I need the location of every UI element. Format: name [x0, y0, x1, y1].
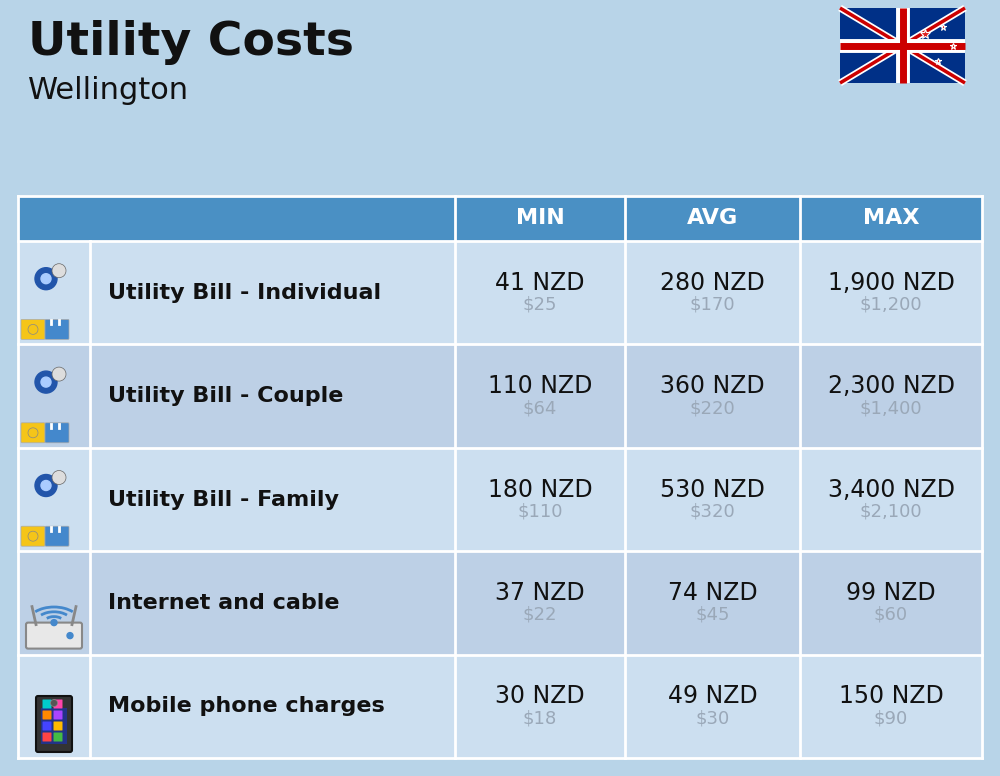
FancyBboxPatch shape [54, 699, 62, 708]
Text: $170: $170 [690, 296, 735, 314]
FancyBboxPatch shape [54, 722, 62, 730]
Text: Utility Bill - Family: Utility Bill - Family [108, 490, 339, 510]
FancyBboxPatch shape [45, 423, 69, 443]
Text: Utility Costs: Utility Costs [28, 20, 354, 65]
FancyBboxPatch shape [54, 711, 62, 719]
Text: Utility Bill - Individual: Utility Bill - Individual [108, 282, 381, 303]
Circle shape [52, 367, 66, 381]
FancyBboxPatch shape [45, 526, 69, 546]
FancyBboxPatch shape [41, 708, 67, 744]
Text: $25: $25 [523, 296, 557, 314]
Circle shape [28, 324, 38, 334]
FancyBboxPatch shape [42, 722, 52, 730]
Circle shape [41, 274, 51, 284]
Text: Mobile phone charges: Mobile phone charges [108, 696, 385, 716]
Text: Utility Bill - Couple: Utility Bill - Couple [108, 386, 343, 406]
FancyBboxPatch shape [45, 320, 69, 339]
FancyBboxPatch shape [18, 241, 982, 345]
FancyBboxPatch shape [42, 733, 52, 742]
FancyBboxPatch shape [42, 711, 52, 719]
Text: MIN: MIN [516, 209, 564, 228]
FancyBboxPatch shape [18, 196, 982, 241]
Circle shape [67, 632, 73, 639]
Text: $1,400: $1,400 [860, 399, 922, 417]
Circle shape [35, 371, 57, 393]
Text: 37 NZD: 37 NZD [495, 581, 585, 605]
Circle shape [28, 532, 38, 541]
FancyBboxPatch shape [21, 526, 45, 546]
FancyBboxPatch shape [21, 320, 45, 339]
FancyBboxPatch shape [26, 622, 82, 649]
Circle shape [51, 619, 57, 625]
Text: 30 NZD: 30 NZD [495, 684, 585, 708]
Text: 360 NZD: 360 NZD [660, 374, 765, 398]
Text: 3,400 NZD: 3,400 NZD [828, 477, 954, 501]
Circle shape [41, 480, 51, 490]
FancyBboxPatch shape [54, 733, 62, 742]
Text: 150 NZD: 150 NZD [839, 684, 943, 708]
Text: 49 NZD: 49 NZD [668, 684, 757, 708]
FancyBboxPatch shape [840, 8, 965, 83]
Circle shape [52, 470, 66, 484]
FancyBboxPatch shape [42, 699, 52, 708]
Text: 2,300 NZD: 2,300 NZD [828, 374, 954, 398]
Text: 530 NZD: 530 NZD [660, 477, 765, 501]
Text: $90: $90 [874, 709, 908, 727]
Text: 280 NZD: 280 NZD [660, 271, 765, 295]
Circle shape [52, 264, 66, 278]
Text: $1,200: $1,200 [860, 296, 922, 314]
FancyBboxPatch shape [18, 448, 982, 551]
Circle shape [50, 699, 58, 706]
FancyBboxPatch shape [18, 655, 982, 758]
Text: 110 NZD: 110 NZD [488, 374, 592, 398]
Text: AVG: AVG [687, 209, 738, 228]
FancyBboxPatch shape [18, 551, 982, 655]
FancyBboxPatch shape [18, 345, 982, 448]
Text: $110: $110 [517, 503, 563, 521]
Text: 180 NZD: 180 NZD [488, 477, 592, 501]
Text: $2,100: $2,100 [860, 503, 922, 521]
Text: 1,900 NZD: 1,900 NZD [828, 271, 954, 295]
Circle shape [35, 268, 57, 289]
Text: Internet and cable: Internet and cable [108, 593, 340, 613]
Text: MAX: MAX [863, 209, 919, 228]
Text: $45: $45 [695, 606, 730, 624]
Text: 99 NZD: 99 NZD [846, 581, 936, 605]
Circle shape [35, 474, 57, 497]
Text: 41 NZD: 41 NZD [495, 271, 585, 295]
Text: $64: $64 [523, 399, 557, 417]
Circle shape [41, 377, 51, 387]
Text: Wellington: Wellington [28, 76, 189, 105]
Circle shape [28, 428, 38, 438]
Text: $18: $18 [523, 709, 557, 727]
Text: $220: $220 [690, 399, 735, 417]
Text: $22: $22 [523, 606, 557, 624]
FancyBboxPatch shape [36, 696, 72, 752]
Text: 74 NZD: 74 NZD [668, 581, 757, 605]
FancyBboxPatch shape [21, 423, 45, 443]
Text: $320: $320 [690, 503, 735, 521]
Text: $60: $60 [874, 606, 908, 624]
Text: $30: $30 [695, 709, 730, 727]
